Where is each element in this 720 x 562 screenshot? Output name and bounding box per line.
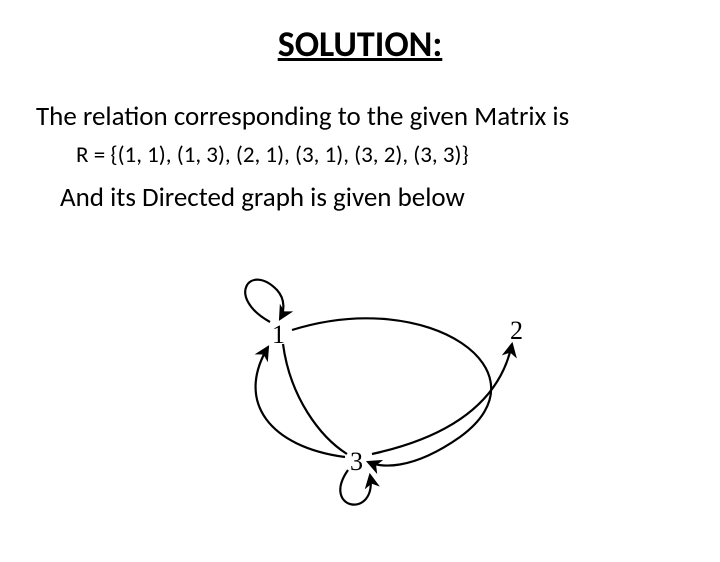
text-line-1: The relation corresponding to the given … bbox=[36, 100, 720, 133]
text-line-3: And its Directed graph is given below bbox=[60, 181, 720, 214]
edge-3-1 bbox=[283, 344, 347, 454]
graph-node-1: 1 bbox=[272, 320, 285, 350]
edge-1-1 bbox=[245, 280, 283, 322]
text-relation: R = {(1, 1), (1, 3), (2, 1), (3, 1), (3,… bbox=[76, 141, 720, 169]
graph-svg bbox=[180, 272, 560, 552]
page-title: SOLUTION: bbox=[0, 22, 720, 66]
graph-node-2: 2 bbox=[510, 316, 523, 346]
graph-node-3: 3 bbox=[350, 447, 363, 477]
directed-graph: 1 2 3 bbox=[180, 272, 560, 552]
edge-1-3-outer bbox=[292, 318, 491, 465]
